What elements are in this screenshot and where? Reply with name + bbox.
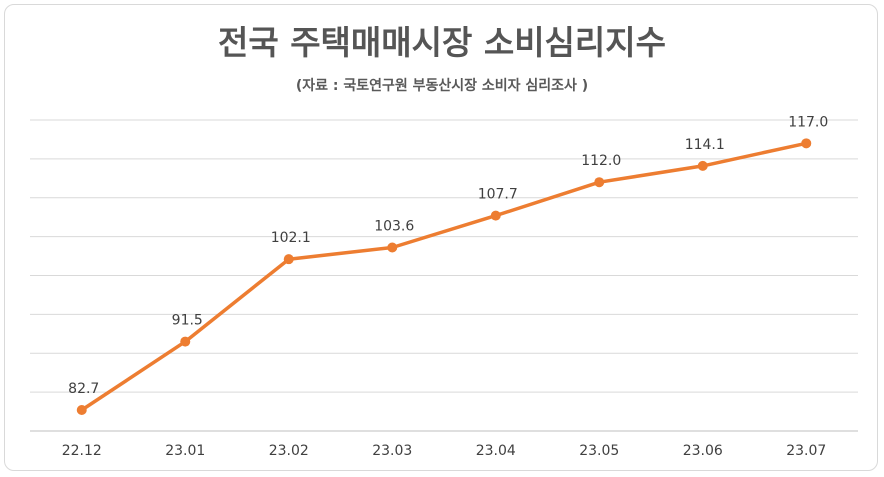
data-label: 114.1 [685, 137, 725, 153]
data-label: 91.5 [172, 313, 203, 329]
data-label: 112.0 [581, 153, 621, 169]
data-point [697, 160, 708, 171]
chart-title: 전국 주택매매시장 소비심리지수 [217, 23, 667, 62]
x-tick-label: 23.01 [165, 443, 205, 459]
data-point [283, 254, 294, 265]
data-label: 102.1 [271, 230, 311, 246]
series-layer [76, 138, 812, 416]
x-tick-label: 23.05 [579, 443, 619, 459]
x-tick-label: 23.02 [269, 443, 309, 459]
x-axis-ticks: 22.12 23.01 23.02 23.03 23.04 23.05 23.06 23.07 [62, 443, 827, 459]
data-label: 103.6 [374, 219, 414, 235]
data-label: 107.7 [478, 187, 518, 203]
x-tick-label: 23.07 [786, 443, 826, 459]
data-point [801, 138, 812, 149]
x-tick-label: 22.12 [62, 443, 102, 459]
data-labels: 82.7 91.5 102.1 103.6 107.7 112.0 114.1 117.0 [68, 114, 828, 397]
chart-subtitle: (자료 : 국토연구원 부동산시장 소비자 심리조사 ) [295, 78, 589, 94]
gridlines [30, 119, 858, 432]
data-label: 117.0 [788, 114, 828, 130]
x-tick-label: 23.04 [476, 443, 516, 459]
data-point [387, 242, 398, 253]
x-tick-label: 23.06 [683, 443, 723, 459]
series-line [80, 141, 809, 412]
data-point [180, 336, 191, 347]
data-point [76, 405, 87, 416]
chart-frame [4, 4, 878, 471]
data-label: 82.7 [68, 381, 99, 397]
data-point [490, 210, 501, 221]
x-tick-label: 23.03 [372, 443, 412, 459]
data-point [594, 177, 605, 188]
